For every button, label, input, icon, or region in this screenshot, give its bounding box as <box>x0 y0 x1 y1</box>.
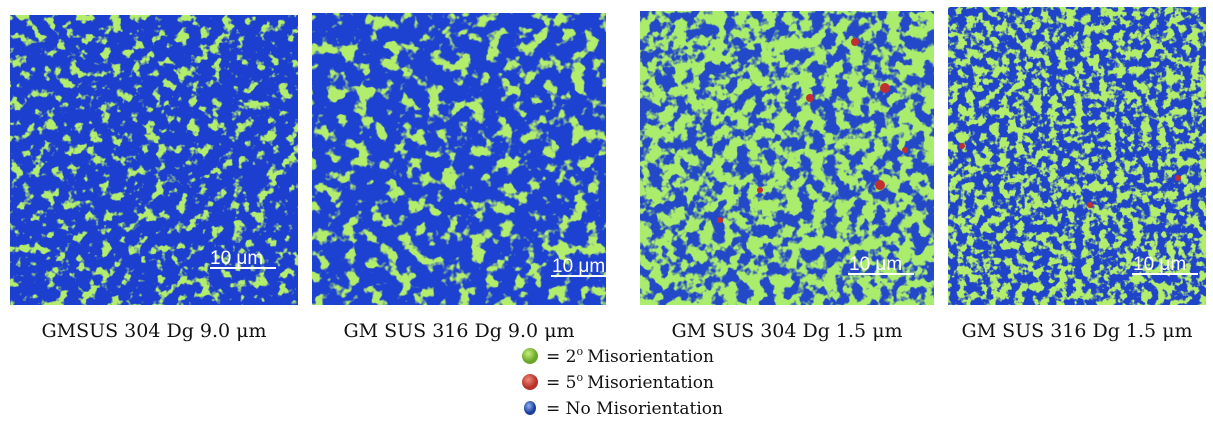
scale-label: 10 μm <box>552 256 605 277</box>
legend-entry: = No Misorientation <box>546 399 723 419</box>
scale-label: 10 μm <box>849 254 902 275</box>
caption: GM SUS 316 Dg 1.5 μm <box>961 320 1192 342</box>
caption: GMSUS 304 Dg 9.0 μm <box>41 320 266 342</box>
scale-label: 10 μm <box>210 248 263 269</box>
figure: 10 μm 10 μm 10 μm 10 μm GMSUS 304 Dg 9.0… <box>0 0 1213 423</box>
caption: GM SUS 304 Dg 1.5 μm <box>671 320 902 342</box>
legend-icon <box>524 401 536 415</box>
legend-icon <box>522 348 538 364</box>
legend-icon <box>522 374 538 390</box>
caption: GM SUS 316 Dg 9.0 μm <box>343 320 574 342</box>
scale-label: 10 μm <box>1133 254 1186 275</box>
